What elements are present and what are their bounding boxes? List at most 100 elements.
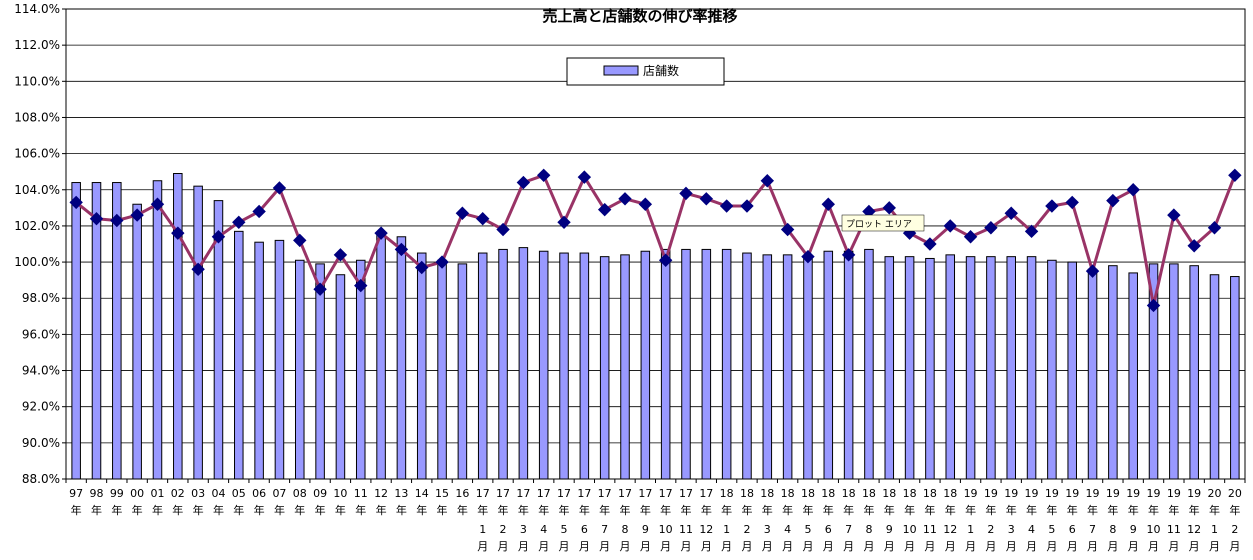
x-tick-label: 1 — [479, 523, 486, 536]
x-tick-label: 1 — [723, 523, 730, 536]
line-point — [1207, 221, 1222, 235]
line-point — [943, 219, 957, 233]
x-tick-label: 10 — [1147, 523, 1161, 536]
tooltip-text: プロット エリア — [846, 219, 912, 230]
x-tick-label: 年 — [559, 503, 570, 517]
x-tick-label: 2 — [743, 523, 750, 536]
x-tick-label: 年 — [843, 503, 854, 517]
x-tick-label: 年 — [518, 503, 529, 517]
x-tick-label: 月 — [1168, 540, 1179, 553]
line-point — [272, 181, 287, 195]
x-tick-label: 19 — [1086, 487, 1100, 500]
line-point — [740, 199, 754, 213]
line-point — [354, 278, 368, 293]
legend-label: 店舗数 — [643, 63, 679, 78]
x-tick-label: 月 — [782, 540, 793, 553]
x-tick-label: 4 — [1028, 523, 1035, 536]
x-tick-label: 17 — [659, 487, 673, 500]
tooltip-box — [841, 214, 925, 232]
y-tick-label: 90.0% — [22, 436, 60, 450]
x-tick-label: 2 — [1231, 523, 1238, 536]
x-tick-label: 11 — [679, 523, 693, 536]
bar — [477, 252, 488, 480]
line-series — [69, 168, 1242, 313]
x-tick-label: 09 — [313, 487, 327, 500]
x-tick-label: 年 — [1026, 503, 1037, 517]
x-tick-label: 02 — [171, 487, 185, 500]
x-tick-label: 2 — [987, 523, 994, 536]
bar — [274, 239, 285, 480]
line-point — [1146, 298, 1161, 313]
x-tick-label: 年 — [254, 503, 265, 517]
x-tick-label: 11 — [354, 487, 368, 500]
x-tick-label: 19 — [1025, 487, 1039, 500]
bar — [681, 248, 691, 480]
x-tick-label: 月 — [538, 540, 549, 553]
x-tick-label: 年 — [701, 503, 712, 517]
line-point — [760, 174, 775, 188]
bar — [254, 241, 264, 480]
x-tick-label: 19 — [964, 487, 978, 500]
x-tick-label: 年 — [1229, 503, 1240, 517]
x-tick-label: 年 — [904, 503, 915, 517]
y-tick-label: 104.0% — [14, 183, 60, 197]
bar — [1230, 276, 1240, 480]
line-point — [415, 260, 429, 275]
x-tick-label: 17 — [476, 487, 490, 500]
line-point — [69, 195, 83, 210]
x-tick-label: 8 — [865, 523, 872, 536]
x-tick-label: 97 — [69, 487, 83, 500]
line-point — [1106, 193, 1120, 208]
x-tick-label: 18 — [720, 487, 734, 500]
x-tick-label: 年 — [1168, 503, 1179, 517]
y-tick-label: 114.0% — [14, 2, 60, 16]
x-tick-label: 年 — [294, 503, 305, 517]
line-point — [984, 221, 998, 235]
bar — [843, 250, 854, 480]
x-tick-label: 6 — [581, 523, 588, 536]
bar — [986, 256, 996, 480]
x-tick-label: 月 — [1026, 540, 1037, 553]
x-tick-label: 月 — [1107, 540, 1118, 553]
line-point — [638, 197, 653, 211]
x-tick-label: 18 — [842, 487, 856, 500]
line-point — [821, 197, 835, 211]
x-tick-label: 6 — [825, 523, 832, 536]
line-point — [557, 215, 571, 230]
bar — [1169, 263, 1179, 480]
bar — [234, 230, 244, 480]
legend[interactable]: 店舗数 — [566, 57, 725, 86]
line-point — [597, 202, 612, 217]
x-tick-label: 18 — [801, 487, 815, 500]
x-tick-label: 98 — [89, 487, 103, 500]
bar — [335, 274, 346, 480]
line-point — [841, 248, 856, 262]
bar — [213, 200, 224, 480]
x-tick-label: 月 — [823, 540, 834, 553]
line-point — [780, 222, 795, 237]
x-tick-label: 19 — [984, 487, 998, 500]
y-tick-label: 94.0% — [22, 364, 60, 378]
line-point — [1024, 224, 1039, 239]
x-tick-label: 3 — [1008, 523, 1015, 536]
x-tick-label: 5 — [1048, 523, 1055, 536]
x-tick-label: 00 — [130, 487, 144, 500]
bar — [742, 252, 752, 480]
x-tick-label: 7 — [1089, 523, 1096, 536]
x-tick-label: 年 — [620, 503, 631, 517]
line-point — [313, 282, 327, 296]
x-tick-label: 月 — [762, 540, 773, 553]
line-point — [618, 192, 632, 206]
x-tick-label: 年 — [498, 503, 509, 517]
x-tick-label: 9 — [1130, 523, 1137, 536]
x-tick-label: 16 — [455, 487, 469, 500]
bar — [1087, 268, 1098, 480]
y-tick-label: 112.0% — [14, 38, 60, 52]
bar — [1067, 261, 1077, 480]
x-tick-label: 年 — [762, 503, 773, 517]
bar — [660, 248, 671, 480]
x-tick-label: 10 — [903, 523, 917, 536]
line-point — [110, 213, 124, 228]
x-tick-label: 19 — [1065, 487, 1079, 500]
x-tick-label: 年 — [355, 503, 366, 517]
